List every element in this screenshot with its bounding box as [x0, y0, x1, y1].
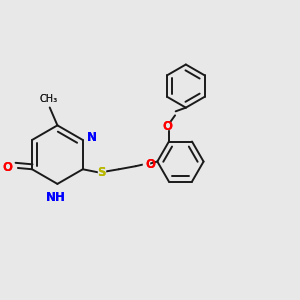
Text: NH: NH: [46, 191, 66, 204]
Text: O: O: [3, 161, 13, 174]
Text: CH₃: CH₃: [40, 94, 58, 104]
Text: N: N: [87, 131, 97, 144]
Bar: [164, 123, 171, 129]
Text: O: O: [145, 158, 155, 170]
Text: O: O: [162, 120, 172, 133]
Text: S: S: [98, 166, 106, 179]
Text: N: N: [87, 131, 97, 144]
Bar: [142, 161, 149, 167]
Bar: [98, 169, 105, 176]
Text: S: S: [98, 166, 106, 179]
Text: O: O: [145, 158, 155, 170]
Bar: [85, 135, 93, 142]
Bar: [51, 187, 64, 194]
Text: O: O: [162, 120, 172, 133]
Bar: [10, 165, 16, 171]
Text: NH: NH: [46, 191, 66, 204]
Text: CH₃: CH₃: [40, 94, 58, 104]
Text: O: O: [3, 161, 13, 174]
